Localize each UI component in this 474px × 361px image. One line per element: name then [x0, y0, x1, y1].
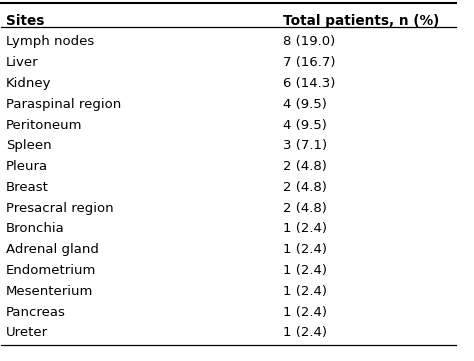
Text: 8 (19.0): 8 (19.0) — [283, 35, 336, 48]
Text: Peritoneum: Peritoneum — [6, 118, 82, 131]
Text: Liver: Liver — [6, 56, 38, 69]
Text: Endometrium: Endometrium — [6, 264, 96, 277]
Text: Sites: Sites — [6, 14, 44, 28]
Text: 3 (7.1): 3 (7.1) — [283, 139, 328, 152]
Text: Spleen: Spleen — [6, 139, 52, 152]
Text: Ureter: Ureter — [6, 326, 48, 339]
Text: 7 (16.7): 7 (16.7) — [283, 56, 336, 69]
Text: 4 (9.5): 4 (9.5) — [283, 98, 327, 111]
Text: Mesenterium: Mesenterium — [6, 285, 93, 298]
Text: 2 (4.8): 2 (4.8) — [283, 202, 327, 215]
Text: Total patients, n (%): Total patients, n (%) — [283, 14, 439, 28]
Text: Presacral region: Presacral region — [6, 202, 114, 215]
Text: 1 (2.4): 1 (2.4) — [283, 285, 327, 298]
Text: 1 (2.4): 1 (2.4) — [283, 222, 327, 235]
Text: 1 (2.4): 1 (2.4) — [283, 305, 327, 318]
Text: Bronchia: Bronchia — [6, 222, 64, 235]
Text: Adrenal gland: Adrenal gland — [6, 243, 99, 256]
Text: 1 (2.4): 1 (2.4) — [283, 326, 327, 339]
Text: Paraspinal region: Paraspinal region — [6, 98, 121, 111]
Text: 4 (9.5): 4 (9.5) — [283, 118, 327, 131]
Text: 6 (14.3): 6 (14.3) — [283, 77, 336, 90]
Text: Pancreas: Pancreas — [6, 305, 66, 318]
Text: 2 (4.8): 2 (4.8) — [283, 160, 327, 173]
Text: 2 (4.8): 2 (4.8) — [283, 181, 327, 194]
Text: 1 (2.4): 1 (2.4) — [283, 243, 327, 256]
Text: Lymph nodes: Lymph nodes — [6, 35, 94, 48]
Text: Kidney: Kidney — [6, 77, 52, 90]
Text: Pleura: Pleura — [6, 160, 48, 173]
Text: 1 (2.4): 1 (2.4) — [283, 264, 327, 277]
Text: Breast: Breast — [6, 181, 49, 194]
